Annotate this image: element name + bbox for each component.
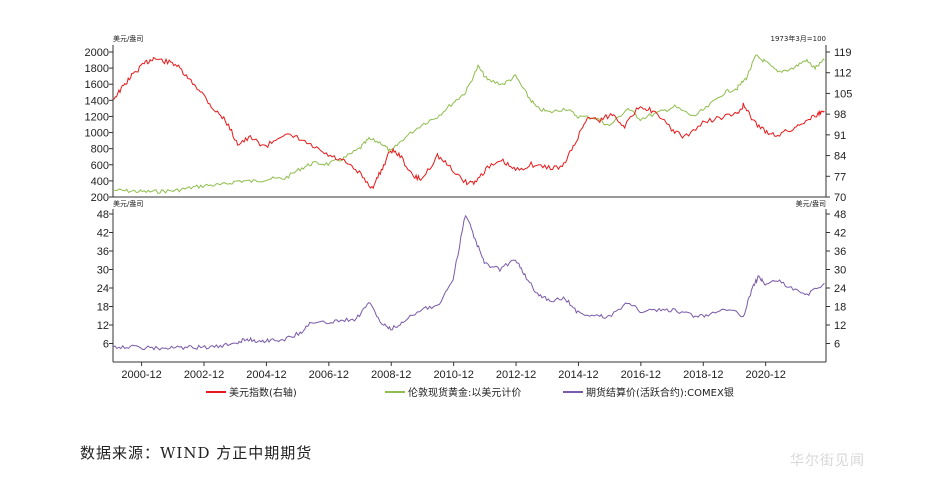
x-tick-label: 2014-12 (558, 369, 598, 381)
legend: 美元指数(右轴) 伦敦现货黄金:以美元计价 期货结算价(活跃合约):COMEX银 (206, 386, 734, 399)
bottom-right-tick-label: 30 (834, 265, 846, 277)
bottom-right-tick-label: 18 (834, 302, 846, 314)
x-tick-label: 2010-12 (433, 369, 473, 381)
bottom-left-tick-label: 18 (97, 302, 109, 314)
top-right-tick-label: 70 (834, 192, 846, 204)
top-right-tick-label: 91 (834, 130, 846, 142)
top-right-tick-label: 119 (834, 47, 852, 59)
top-left-tick-label: 1400 (85, 95, 109, 107)
top-right-tick-label: 77 (834, 171, 846, 183)
bottom-right-unit: 美元/盎司 (796, 199, 826, 208)
top-right-tick-label: 98 (834, 109, 846, 121)
x-tick-label: 2002-12 (184, 369, 224, 381)
top-right-tick-label: 112 (834, 68, 852, 80)
silver-price-line (112, 214, 825, 351)
top-left-tick-label: 600 (91, 160, 109, 172)
x-tick-label: 2006-12 (309, 369, 349, 381)
top-right-tick-label: 84 (834, 151, 846, 163)
legend-gold-label: 伦敦现货黄金:以美元计价 (408, 386, 521, 399)
bottom-left-tick-label: 42 (97, 228, 109, 240)
legend-usd-label: 美元指数(右轴) (229, 386, 297, 399)
top-left-tick-label: 200 (91, 192, 109, 204)
bottom-left-tick-label: 12 (97, 320, 109, 332)
bottom-left-unit: 美元/盎司 (113, 199, 143, 208)
bottom-right-tick-label: 36 (834, 246, 846, 258)
x-tick-label: 2004-12 (246, 369, 286, 381)
bottom-left-tick-label: 24 (97, 283, 109, 295)
top-left-tick-label: 2000 (85, 47, 109, 59)
legend-silver-label: 期货结算价(活跃合约):COMEX银 (586, 386, 734, 399)
top-left-tick-label: 800 (91, 144, 109, 156)
x-tick-label: 2018-12 (683, 369, 723, 381)
x-tick-label: 2000-12 (121, 369, 161, 381)
x-tick-label: 2008-12 (371, 369, 411, 381)
top-left-tick-label: 400 (91, 176, 109, 188)
bottom-right-tick-label: 12 (834, 320, 846, 332)
x-tick-label: 2020-12 (745, 369, 785, 381)
x-tick-label: 2016-12 (621, 369, 661, 381)
source-note: 数据来源：WIND 方正中期期货 (80, 444, 313, 462)
bottom-left-tick-label: 6 (103, 339, 109, 351)
gold-price-line (113, 54, 825, 194)
top-left-tick-label: 1000 (85, 128, 109, 140)
bottom-left-tick-label: 30 (97, 265, 109, 277)
bottom-right-tick-label: 24 (834, 283, 846, 295)
top-left-tick-label: 1600 (85, 79, 109, 91)
watermark-logo: 华尔街见闻 (790, 453, 865, 469)
bottom-left-tick-label: 48 (97, 209, 109, 221)
top-left-tick-label: 1800 (85, 63, 109, 75)
top-left-tick-label: 1200 (85, 111, 109, 123)
bottom-right-tick-label: 48 (834, 209, 846, 221)
usd-index-line (112, 56, 825, 190)
bottom-right-tick-label: 42 (834, 228, 846, 240)
top-right-tick-label: 105 (834, 88, 852, 100)
x-tick-label: 2012-12 (496, 369, 536, 381)
top-right-unit: 1973年3月=100 (771, 34, 827, 43)
top-left-unit: 美元/盎司 (113, 34, 143, 43)
bottom-right-tick-label: 6 (834, 339, 840, 351)
bottom-left-tick-label: 36 (97, 246, 109, 258)
